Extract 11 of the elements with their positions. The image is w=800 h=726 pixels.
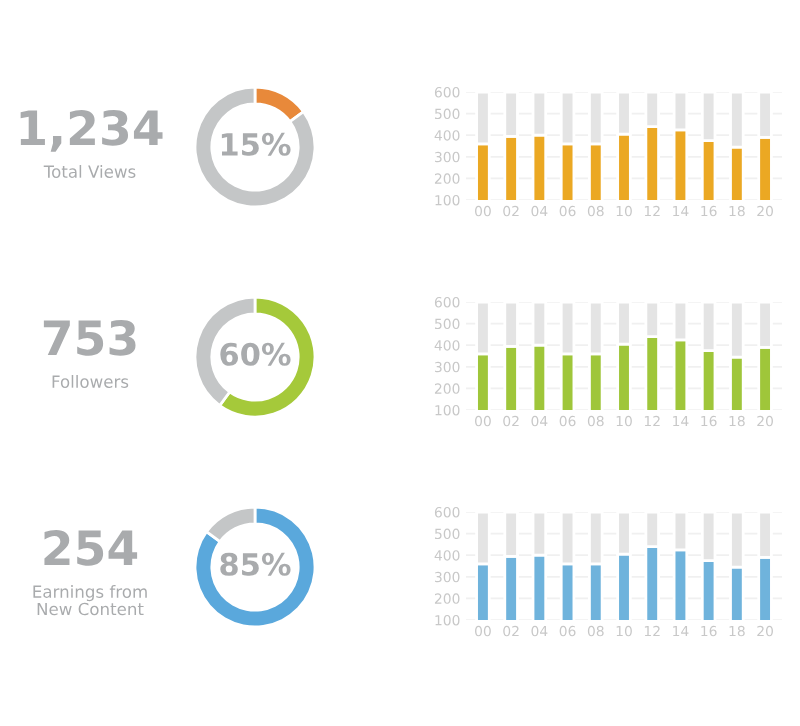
text: 1,234 — [20, 109, 163, 152]
text: Earnings from New Content — [33, 585, 147, 616]
text: Total Views — [43, 165, 136, 178]
text: 254 — [44, 529, 138, 566]
donut-slice — [193, 505, 317, 629]
text: 85% — [220, 552, 291, 576]
text: Followers — [52, 375, 129, 388]
donut-slice — [193, 85, 317, 209]
text: 15% — [221, 132, 291, 156]
text: 753 — [43, 319, 136, 356]
text: 60% — [220, 342, 291, 366]
